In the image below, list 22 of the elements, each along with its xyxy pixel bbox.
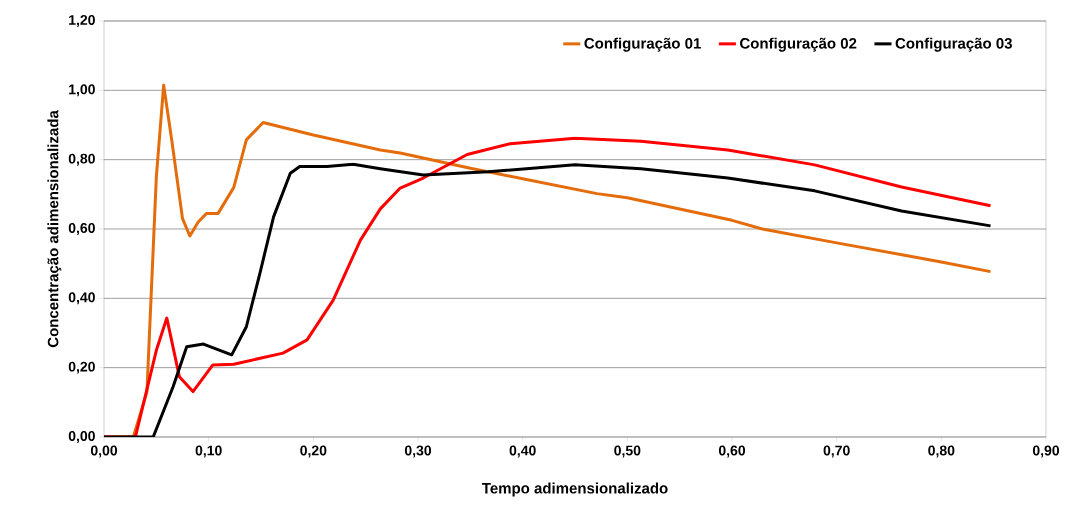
x-tick-label: 0,70 <box>823 445 850 458</box>
y-tick-label: 1,00 <box>69 84 95 97</box>
y-tick-label: 0,20 <box>68 361 95 374</box>
x-tick-label: 0,90 <box>1032 445 1060 458</box>
y-axis-title: Concentração adimensionalizada <box>47 110 62 348</box>
legend-label: Configuração 01 <box>584 37 701 52</box>
legend-label: Configuração 02 <box>740 37 857 52</box>
y-tick-label: 0,40 <box>68 292 95 305</box>
y-tick-label: 1,20 <box>69 15 95 27</box>
legend-label: Configuração 03 <box>895 37 1012 52</box>
x-tick-label: 0,10 <box>195 445 222 458</box>
x-tick-label: 0,30 <box>404 445 432 458</box>
y-tick-label: 0,00 <box>68 431 95 443</box>
x-tick-label: 0,00 <box>90 445 118 458</box>
x-tick-label: 0,50 <box>614 445 641 458</box>
x-tick-label: 0,80 <box>928 445 955 458</box>
y-tick-label: 0,60 <box>68 223 95 235</box>
x-tick-label: 0,60 <box>718 445 746 458</box>
x-tick-label: 0,40 <box>509 445 536 458</box>
x-tick-label: 0,20 <box>300 445 327 458</box>
x-axis-title: Tempo adimensionalizado <box>481 482 668 497</box>
y-tick-label: 0,80 <box>68 153 95 166</box>
